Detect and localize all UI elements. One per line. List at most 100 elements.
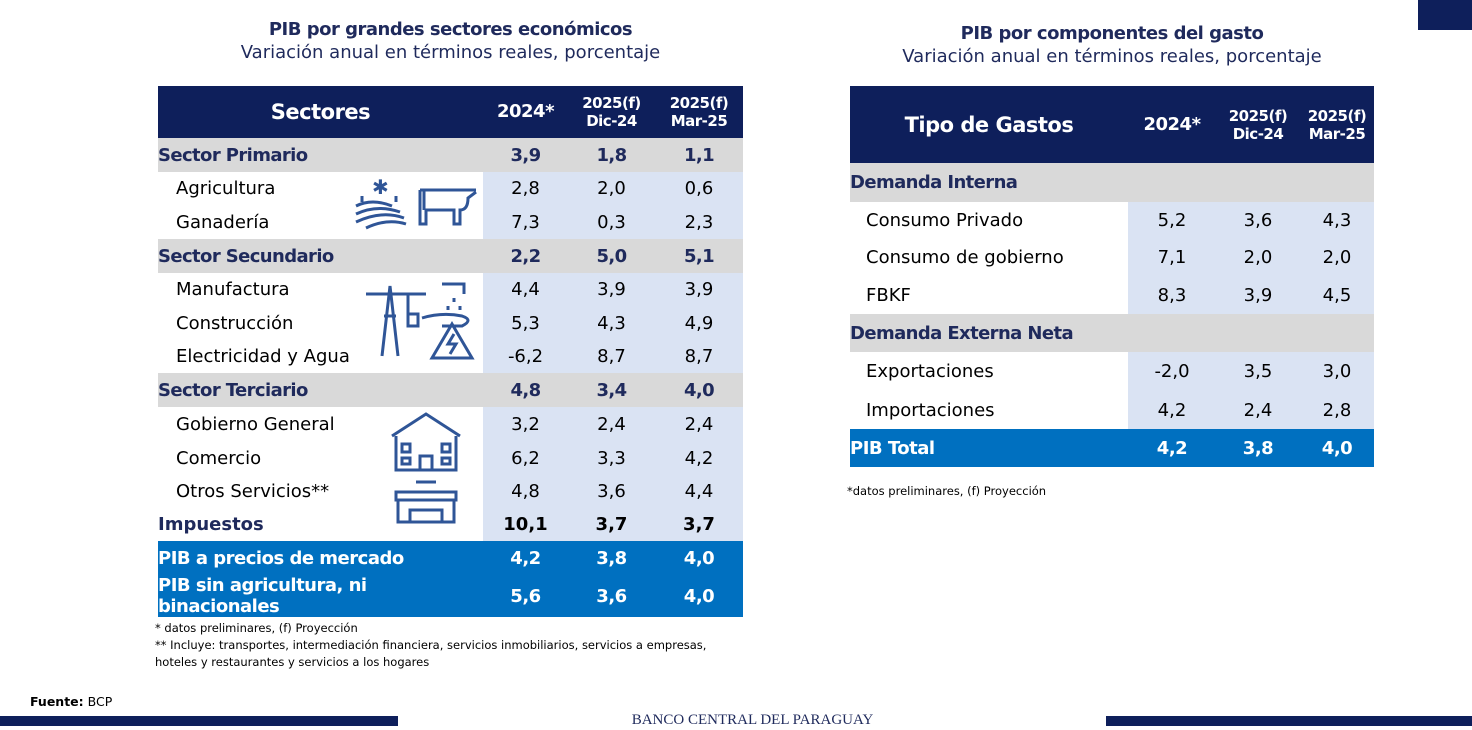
table-row: Sector Secundario 2,2 5,0 5,1	[158, 239, 743, 273]
table-row: Gobierno General 3,2 2,4 2,4	[158, 407, 743, 441]
value-cell: 4,0	[655, 541, 743, 575]
table-row: Impuestos 10,1 3,7 3,7	[158, 508, 743, 541]
table-row: Consumo Privado 5,2 3,6 4,3	[850, 202, 1374, 239]
value-cell: -6,2	[483, 340, 568, 373]
header-dic24: 2025(f) Dic-24	[1216, 86, 1300, 163]
value-cell: 2,0	[1216, 239, 1300, 276]
value-cell: 2,4	[568, 407, 655, 441]
table-row: Importaciones 4,2 2,4 2,8	[850, 391, 1374, 429]
value-cell	[1216, 314, 1300, 352]
table-row: Ganadería 7,3 0,3 2,3	[158, 205, 743, 239]
note-3: hoteles y restaurantes y servicios a los…	[155, 655, 430, 669]
value-cell: 2,0	[568, 172, 655, 205]
right-subtitle: Variación anual en términos reales, porc…	[902, 46, 1322, 67]
table-row: Demanda Interna	[850, 163, 1374, 202]
row-label: Consumo de gobierno	[850, 239, 1128, 276]
row-label: PIB a precios de mercado	[158, 541, 483, 575]
value-cell: 7,3	[483, 205, 568, 239]
bank-name: BANCO CENTRAL DEL PARAGUAY	[631, 712, 874, 728]
value-cell: 4,3	[568, 306, 655, 340]
left-notes: * datos preliminares, (f) Proyección ** …	[155, 620, 706, 671]
row-label: Sector Terciario	[158, 373, 483, 407]
expenditure-table: Tipo de Gastos 2024* 2025(f) Dic-24 2025(…	[850, 86, 1374, 467]
table-row: Sector Primario 3,9 1,8 1,1	[158, 138, 743, 172]
note-2: ** Incluye: transportes, intermediación …	[155, 638, 707, 652]
value-cell: 2,8	[1300, 391, 1374, 429]
table-row: Construcción 5,3 4,3 4,9	[158, 306, 743, 340]
row-label: FBKF	[850, 276, 1128, 314]
row-label: Sector Primario	[158, 138, 483, 172]
value-cell: 4,2	[483, 541, 568, 575]
right-title: PIB por componentes del gasto	[960, 23, 1264, 44]
value-cell: 3,4	[568, 373, 655, 407]
row-label: Electricidad y Agua	[158, 340, 483, 373]
value-cell: 3,9	[483, 138, 568, 172]
value-cell: 4,2	[1128, 391, 1216, 429]
row-label: Impuestos	[158, 508, 483, 541]
value-cell: 8,7	[655, 340, 743, 373]
table-row: Sector Terciario 4,8 3,4 4,0	[158, 373, 743, 407]
table-header: Sectores 2024* 2025(f) Dic-24 2025(f) Mar-…	[158, 86, 743, 138]
industry-utilities-icon	[366, 282, 475, 360]
header-mar25: 2025(f) Mar-25	[655, 86, 743, 138]
note-1: * datos preliminares, (f) Proyección	[155, 621, 358, 635]
sectors-table: Sectores 2024* 2025(f) Dic-24 2025(f) Mar-…	[158, 86, 743, 617]
value-cell: 4,8	[483, 373, 568, 407]
value-cell: 4,4	[655, 475, 743, 508]
footer-bar-left	[0, 716, 398, 726]
value-cell: 7,1	[1128, 239, 1216, 276]
value-cell	[1128, 314, 1216, 352]
row-label: Gobierno General	[158, 407, 483, 441]
value-cell	[1300, 163, 1374, 202]
row-label: Manufactura	[158, 273, 483, 306]
header-mar25: 2025(f) Mar-25	[1300, 86, 1374, 163]
value-cell: 4,3	[1300, 202, 1374, 239]
value-cell: 4,9	[655, 306, 743, 340]
row-label: Exportaciones	[850, 352, 1128, 391]
value-cell: 3,6	[568, 575, 655, 617]
value-cell: 2,0	[1300, 239, 1374, 276]
footer-bar-right	[1106, 716, 1472, 726]
table-row: Demanda Externa Neta	[850, 314, 1374, 352]
value-cell: 4,5	[1300, 276, 1374, 314]
table-row: Exportaciones -2,0 3,5 3,0	[850, 352, 1374, 391]
left-subtitle: Variación anual en términos reales, porc…	[240, 42, 661, 63]
value-cell	[1300, 314, 1374, 352]
table-row: PIB Total 4,2 3,8 4,0	[850, 429, 1374, 467]
header-tipo-gastos: Tipo de Gastos	[850, 86, 1128, 163]
value-cell: 8,3	[1128, 276, 1216, 314]
value-cell: 6,2	[483, 441, 568, 475]
row-label: Demanda Interna	[850, 163, 1128, 202]
row-label: Consumo Privado	[850, 202, 1128, 239]
value-cell: 3,5	[1216, 352, 1300, 391]
value-cell: 2,2	[483, 239, 568, 273]
row-label: PIB Total	[850, 429, 1128, 467]
row-label: Construcción	[158, 306, 483, 340]
value-cell: 3,7	[568, 508, 655, 541]
value-cell: 4,4	[483, 273, 568, 306]
corner-decoration	[1418, 0, 1472, 30]
row-label: Importaciones	[850, 391, 1128, 429]
svg-text:✱: ✱	[372, 176, 389, 199]
value-cell: 3,7	[655, 508, 743, 541]
value-cell: 3,6	[1216, 202, 1300, 239]
value-cell: 3,8	[568, 541, 655, 575]
left-title-block: PIB por grandes sectores económicos Vari…	[158, 18, 743, 64]
table-row: PIB sin agricultura, ni binacionales 5,6 3…	[158, 575, 743, 617]
table-row: Electricidad y Agua -6,2 8,7 8,7	[158, 340, 743, 373]
value-cell: 5,0	[568, 239, 655, 273]
table-row: Consumo de gobierno 7,1 2,0 2,0	[850, 239, 1374, 276]
value-cell: 3,9	[568, 273, 655, 306]
value-cell: 1,8	[568, 138, 655, 172]
value-cell: 2,4	[1216, 391, 1300, 429]
value-cell: 3,9	[1216, 276, 1300, 314]
value-cell: 3,6	[568, 475, 655, 508]
value-cell	[1216, 163, 1300, 202]
value-cell: 4,0	[1300, 429, 1374, 467]
header-2024: 2024*	[1128, 86, 1216, 163]
value-cell: 5,3	[483, 306, 568, 340]
value-cell: -2,0	[1128, 352, 1216, 391]
value-cell: 2,3	[655, 205, 743, 239]
value-cell: 5,2	[1128, 202, 1216, 239]
row-label: Sector Secundario	[158, 239, 483, 273]
